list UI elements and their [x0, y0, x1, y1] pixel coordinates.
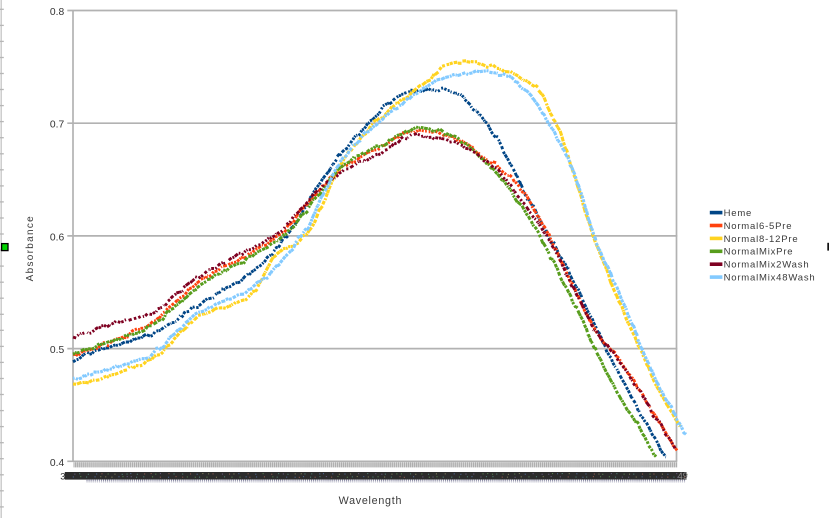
svg-text:Wavelength: Wavelength [339, 495, 403, 507]
svg-text:0.6: 0.6 [50, 232, 65, 243]
svg-text:NormalMix2Wash: NormalMix2Wash [724, 260, 810, 271]
svg-text:49: 49 [678, 471, 688, 481]
svg-text:0.4: 0.4 [50, 458, 65, 469]
svg-text:0.8: 0.8 [50, 7, 65, 18]
svg-text:NormalMixPre: NormalMixPre [724, 247, 794, 258]
svg-text:0.5: 0.5 [50, 345, 65, 356]
svg-text:3: 3 [60, 471, 65, 482]
svg-text:Normal8-12Pre: Normal8-12Pre [724, 234, 799, 245]
svg-text:0.7: 0.7 [50, 120, 65, 131]
svg-text:Heme: Heme [724, 208, 753, 219]
svg-text:Absorbance: Absorbance [25, 215, 36, 281]
svg-text:Normal6-5Pre: Normal6-5Pre [724, 221, 793, 232]
svg-text:NormalMix48Wash: NormalMix48Wash [724, 273, 816, 284]
